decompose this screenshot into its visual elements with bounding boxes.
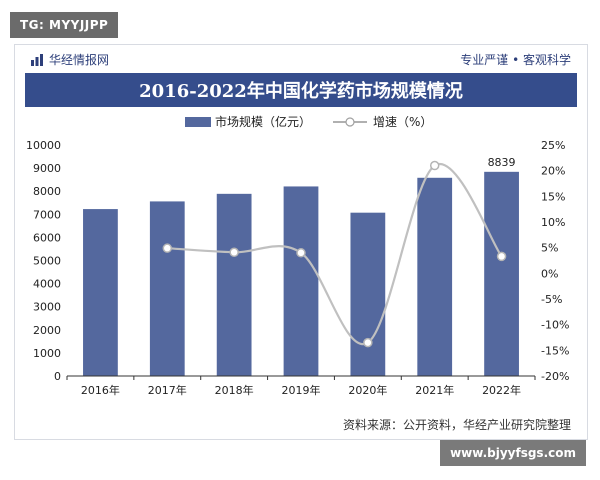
y-right-tick-label: -15% — [541, 344, 569, 357]
bar — [417, 177, 453, 376]
y-right-tick-label: -20% — [541, 370, 569, 383]
bar — [149, 201, 185, 376]
bar — [216, 193, 252, 376]
y-left-tick-label: 6000 — [33, 231, 61, 244]
y-right-tick-label: 25% — [541, 139, 565, 152]
y-left-tick-label: 9000 — [33, 162, 61, 175]
y-right-tick-label: -5% — [541, 293, 562, 306]
y-left-tick-label: 10000 — [26, 139, 61, 152]
growth-point — [496, 251, 507, 262]
y-left-tick-label: 2000 — [33, 324, 61, 337]
y-left-tick-label: 3000 — [33, 301, 61, 314]
x-tick-label: 2022年 — [482, 383, 521, 397]
x-tick-label: 2020年 — [348, 383, 387, 397]
brand-logo-icon — [31, 53, 43, 66]
source-note: 资料来源：公开资料，华经产业研究院整理 — [342, 418, 571, 432]
y-left-tick-label: 1000 — [33, 347, 61, 360]
y-right-tick-label: 15% — [541, 190, 565, 203]
legend-line-marker — [345, 117, 355, 127]
brand: 华经情报网 — [31, 51, 109, 68]
slogan: 专业严谨 • 客观科学 — [460, 53, 571, 67]
overlay-tag: TG: MYYJJPP — [10, 12, 119, 38]
y-right-tick-label: 5% — [541, 242, 558, 255]
y-left-tick-label: 8000 — [33, 185, 61, 198]
bar — [283, 186, 319, 376]
y-right-tick-label: -10% — [541, 319, 569, 332]
chart-title: 2016-2022年中国化学药市场规模情况 — [25, 73, 577, 107]
x-tick-label: 2018年 — [215, 383, 254, 397]
y-left-tick-label: 4000 — [33, 278, 61, 291]
chart-svg: 市场规模（亿元） 增速（%） 8839 0 1000 2000 3000 4000 5000… — [26, 114, 569, 397]
y-right-tick-label: 20% — [541, 165, 565, 178]
growth-point — [162, 243, 173, 253]
growth-point — [429, 160, 440, 171]
y-right-tick-label: 0% — [541, 267, 558, 280]
legend-bar-label: 市场规模（亿元） — [215, 114, 311, 129]
legend-line-label: 增速（%） — [373, 115, 432, 129]
x-tick-label: 2017年 — [148, 383, 187, 397]
bar-data-label: 8839 — [488, 156, 516, 169]
y-left-tick-label: 0 — [54, 370, 61, 383]
growth-point — [296, 248, 306, 258]
legend-bar-swatch — [185, 117, 211, 127]
bar — [350, 212, 386, 376]
brand-name: 华经情报网 — [49, 53, 110, 67]
x-tick-label: 2019年 — [282, 383, 321, 397]
y-left-tick-label: 5000 — [33, 255, 61, 268]
growth-point — [229, 247, 239, 258]
header-bar: 华经情报网 专业严谨 • 客观科学 — [15, 45, 587, 71]
y-right-tick-label: 10% — [541, 216, 565, 229]
x-tick-label: 2016年 — [81, 383, 120, 397]
chart-card: 华经情报网 专业严谨 • 客观科学 2016-2022年中国化学药市场规模情况 … — [14, 44, 588, 440]
x-tick-label: 2021年 — [415, 383, 454, 397]
overlay-url: www.bjyyfsgs.com — [440, 440, 586, 466]
y-left-tick-label: 7000 — [33, 208, 61, 221]
bar — [484, 171, 519, 376]
growth-point — [363, 337, 373, 348]
bar — [83, 209, 118, 376]
legend: 市场规模（亿元） 增速（%） — [185, 114, 432, 129]
